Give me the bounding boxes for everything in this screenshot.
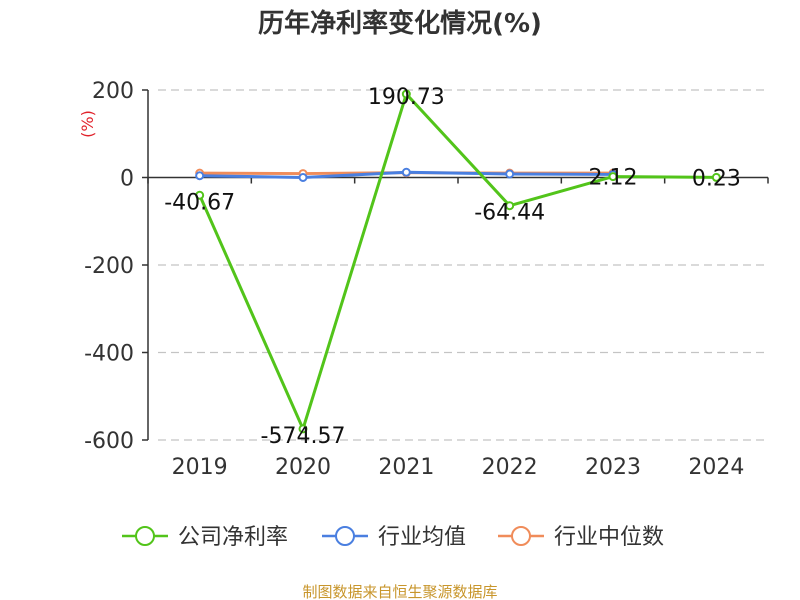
legend-marker: [135, 526, 155, 546]
data-point: [298, 424, 308, 434]
legend-marker: [511, 526, 531, 546]
legend-label: 公司净利率: [178, 525, 288, 550]
axes: 200 0 -200 -400 -600 2019 2020 2021 2022 2023 2024: [84, 79, 769, 480]
x-tick-label: 2021: [378, 455, 434, 480]
y-tick-label: 200: [92, 79, 134, 104]
series-line: [198, 92, 717, 431]
legend-label: 行业中位数: [554, 525, 664, 550]
data-point: [401, 167, 411, 177]
x-tick-label: 2019: [172, 455, 228, 480]
source-footnote: 制图数据来自恒生聚源数据库: [302, 583, 497, 600]
legend-item: 公司净利率: [122, 525, 288, 550]
data-label: -40.67: [164, 190, 235, 215]
y-tick-label: -600: [84, 429, 134, 454]
x-tick-label: 2022: [482, 455, 538, 480]
x-tick-label: 2023: [585, 455, 641, 480]
x-tick-label: 2020: [275, 455, 331, 480]
legend-item: 行业均值: [322, 525, 466, 550]
data-label: 2.12: [589, 166, 638, 191]
series-lines: [195, 89, 721, 434]
data-point: [195, 171, 205, 181]
y-tick-label: -200: [84, 254, 134, 279]
y-tick-label: -400: [84, 342, 134, 367]
data-point: [401, 89, 411, 99]
legend-label: 行业均值: [378, 525, 466, 550]
legend-marker: [335, 526, 355, 546]
x-tick-label: 2024: [688, 455, 744, 480]
y-tick-label: 0: [120, 167, 134, 192]
legend: 公司净利率 行业均值 行业中位数: [122, 525, 664, 550]
chart-title: 历年净利率变化情况(%): [258, 8, 542, 39]
data-point: [505, 201, 515, 211]
grid-lines: [158, 89, 768, 441]
data-label: -574.57: [261, 424, 346, 449]
data-label: 0.23: [692, 166, 741, 191]
data-point: [195, 190, 205, 200]
legend-item: 行业中位数: [498, 525, 664, 550]
data-labels: -40.67 -574.57 190.73 -64.44 2.12 0.23: [164, 85, 741, 449]
data-point: [505, 169, 515, 179]
data-label: 190.73: [368, 85, 445, 110]
data-label: -64.44: [474, 201, 545, 226]
data-point: [711, 172, 721, 182]
data-point: [608, 172, 618, 182]
data-point: [298, 173, 308, 182]
y-axis-unit-label: (%): [78, 110, 97, 138]
